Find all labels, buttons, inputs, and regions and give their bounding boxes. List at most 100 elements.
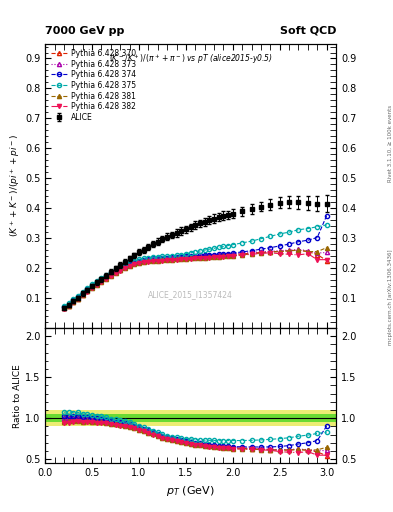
Pythia 6.428 370 bbox=[104, 275, 108, 281]
Pythia 6.428 382 bbox=[202, 255, 207, 261]
Pythia 6.428 373 bbox=[85, 287, 90, 293]
Pythia 6.428 373 bbox=[249, 249, 254, 255]
Y-axis label: Ratio to ALICE: Ratio to ALICE bbox=[13, 364, 22, 428]
Pythia 6.428 375 bbox=[240, 240, 244, 246]
Pythia 6.428 374 bbox=[287, 241, 292, 247]
Pythia 6.428 374 bbox=[165, 254, 169, 261]
Pythia 6.428 373 bbox=[99, 278, 104, 284]
Pythia 6.428 382 bbox=[108, 273, 113, 279]
Pythia 6.428 375 bbox=[151, 254, 156, 260]
Pythia 6.428 382 bbox=[71, 299, 76, 305]
Pythia 6.428 375 bbox=[66, 301, 71, 307]
Pythia 6.428 382 bbox=[315, 257, 320, 263]
Pythia 6.428 375 bbox=[198, 248, 202, 254]
Pythia 6.428 370 bbox=[113, 269, 118, 275]
Pythia 6.428 375 bbox=[212, 245, 217, 251]
Pythia 6.428 374 bbox=[127, 261, 132, 267]
Pythia 6.428 382 bbox=[174, 257, 179, 263]
Pythia 6.428 374 bbox=[217, 251, 221, 258]
Pythia 6.428 375 bbox=[268, 233, 273, 240]
Pythia 6.428 375 bbox=[123, 261, 127, 267]
Y-axis label: $(K^+ + K^-)/(pi^+ + pi^-)$: $(K^+ + K^-)/(pi^+ + pi^-)$ bbox=[9, 134, 22, 238]
Pythia 6.428 381 bbox=[90, 285, 94, 291]
Pythia 6.428 374 bbox=[99, 276, 104, 283]
Pythia 6.428 381 bbox=[217, 253, 221, 260]
Pythia 6.428 370 bbox=[155, 257, 160, 263]
Pythia 6.428 370 bbox=[259, 249, 263, 255]
Text: mcplots.cern.ch [arXiv:1306.3436]: mcplots.cern.ch [arXiv:1306.3436] bbox=[388, 249, 393, 345]
Pythia 6.428 373 bbox=[315, 250, 320, 256]
Pythia 6.428 375 bbox=[76, 293, 81, 299]
Pythia 6.428 373 bbox=[277, 248, 282, 254]
Pythia 6.428 370 bbox=[184, 254, 188, 261]
Pythia 6.428 375 bbox=[85, 285, 90, 291]
Pythia 6.428 381 bbox=[118, 267, 123, 273]
Pythia 6.428 382 bbox=[277, 250, 282, 257]
Text: Rivet 3.1.10, ≥ 100k events: Rivet 3.1.10, ≥ 100k events bbox=[388, 105, 393, 182]
Pythia 6.428 375 bbox=[193, 249, 198, 255]
Line: Pythia 6.428 373: Pythia 6.428 373 bbox=[62, 247, 329, 310]
Pythia 6.428 382 bbox=[268, 250, 273, 256]
Pythia 6.428 375 bbox=[174, 252, 179, 258]
Pythia 6.428 381 bbox=[62, 305, 66, 311]
Pythia 6.428 373 bbox=[193, 253, 198, 260]
Pythia 6.428 370 bbox=[71, 298, 76, 305]
Pythia 6.428 373 bbox=[62, 305, 66, 311]
Pythia 6.428 370 bbox=[315, 251, 320, 258]
Pythia 6.428 374 bbox=[174, 254, 179, 260]
Pythia 6.428 375 bbox=[324, 222, 329, 228]
Pythia 6.428 374 bbox=[202, 252, 207, 258]
Pythia 6.428 370 bbox=[324, 258, 329, 264]
Pythia 6.428 374 bbox=[305, 237, 310, 243]
Text: ALICE_2015_I1357424: ALICE_2015_I1357424 bbox=[148, 290, 233, 300]
Pythia 6.428 375 bbox=[184, 250, 188, 257]
Pythia 6.428 373 bbox=[230, 251, 235, 257]
Pythia 6.428 374 bbox=[146, 256, 151, 262]
Pythia 6.428 381 bbox=[169, 257, 174, 263]
Pythia 6.428 370 bbox=[226, 252, 230, 258]
Pythia 6.428 381 bbox=[179, 256, 184, 262]
Pythia 6.428 374 bbox=[315, 234, 320, 241]
Line: Pythia 6.428 375: Pythia 6.428 375 bbox=[62, 223, 329, 308]
Pythia 6.428 374 bbox=[71, 297, 76, 304]
Pythia 6.428 375 bbox=[207, 246, 212, 252]
Pythia 6.428 373 bbox=[287, 247, 292, 253]
Pythia 6.428 373 bbox=[202, 253, 207, 259]
Pythia 6.428 375 bbox=[221, 243, 226, 249]
Pythia 6.428 382 bbox=[90, 285, 94, 291]
Pythia 6.428 381 bbox=[127, 263, 132, 269]
Pythia 6.428 374 bbox=[230, 250, 235, 256]
Pythia 6.428 375 bbox=[226, 243, 230, 249]
Pythia 6.428 370 bbox=[85, 288, 90, 294]
Pythia 6.428 382 bbox=[169, 257, 174, 263]
Pythia 6.428 370 bbox=[169, 255, 174, 262]
Pythia 6.428 375 bbox=[188, 250, 193, 256]
Pythia 6.428 381 bbox=[85, 288, 90, 294]
Pythia 6.428 370 bbox=[151, 257, 156, 263]
Pythia 6.428 373 bbox=[118, 266, 123, 272]
Pythia 6.428 381 bbox=[221, 253, 226, 260]
Pythia 6.428 375 bbox=[217, 244, 221, 250]
Pythia 6.428 373 bbox=[155, 255, 160, 262]
Pythia 6.428 382 bbox=[226, 253, 230, 260]
Pythia 6.428 370 bbox=[230, 251, 235, 258]
Pythia 6.428 370 bbox=[127, 262, 132, 268]
Pythia 6.428 382 bbox=[193, 255, 198, 262]
Pythia 6.428 373 bbox=[76, 295, 81, 301]
Pythia 6.428 373 bbox=[132, 260, 137, 266]
Line: Pythia 6.428 382: Pythia 6.428 382 bbox=[62, 251, 329, 311]
Pythia 6.428 373 bbox=[240, 250, 244, 257]
Pythia 6.428 373 bbox=[71, 298, 76, 304]
Pythia 6.428 374 bbox=[80, 290, 85, 296]
Pythia 6.428 382 bbox=[62, 306, 66, 312]
Pythia 6.428 374 bbox=[198, 252, 202, 259]
Pythia 6.428 382 bbox=[66, 303, 71, 309]
Pythia 6.428 381 bbox=[132, 261, 137, 267]
Pythia 6.428 370 bbox=[212, 253, 217, 259]
Pythia 6.428 382 bbox=[80, 292, 85, 298]
Pythia 6.428 381 bbox=[226, 253, 230, 259]
Pythia 6.428 373 bbox=[169, 255, 174, 261]
Pythia 6.428 373 bbox=[296, 246, 301, 252]
Pythia 6.428 382 bbox=[305, 250, 310, 257]
Pythia 6.428 370 bbox=[305, 248, 310, 254]
